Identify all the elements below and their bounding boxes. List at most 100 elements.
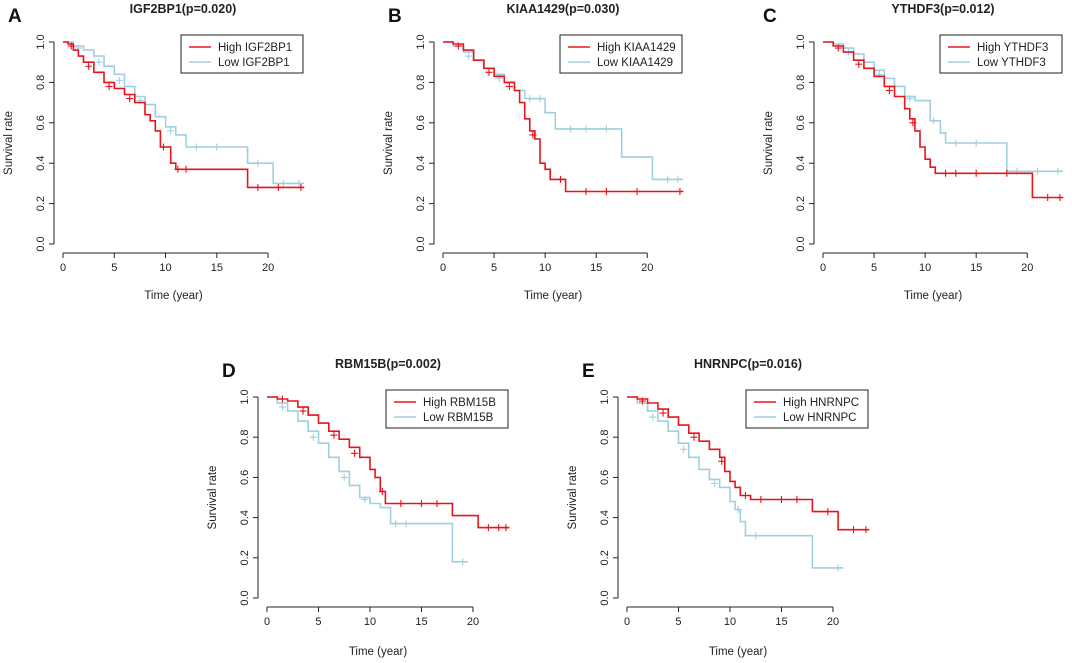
survival-curve-high bbox=[443, 41, 683, 193]
censor-mark-high bbox=[105, 82, 113, 90]
survival-curve-low bbox=[267, 396, 468, 563]
censor-mark-low bbox=[582, 125, 590, 133]
censor-mark-high bbox=[278, 395, 286, 403]
censor-mark-high bbox=[862, 526, 870, 534]
y-tick-label: 1.0 bbox=[35, 34, 47, 49]
x-tick-label: 20 bbox=[641, 262, 653, 274]
censor-mark-low bbox=[711, 479, 719, 487]
x-tick-label: 0 bbox=[820, 262, 826, 274]
censor-mark-high bbox=[824, 508, 832, 516]
x-tick-label: 5 bbox=[111, 262, 117, 274]
x-tick-label: 20 bbox=[1021, 262, 1033, 274]
censor-mark-low bbox=[752, 532, 760, 540]
x-tick-label: 20 bbox=[467, 616, 479, 628]
censor-mark-low bbox=[906, 95, 914, 103]
censor-mark-high bbox=[556, 175, 564, 183]
y-tick-label: 0.8 bbox=[599, 430, 611, 445]
legend-box bbox=[385, 389, 509, 429]
x-axis-title: Time (year) bbox=[524, 290, 583, 302]
x-tick-label: 10 bbox=[724, 616, 736, 628]
legend-box bbox=[180, 34, 304, 74]
censor-mark-high bbox=[633, 187, 641, 195]
panel-c: C YTHDF3(p=0.012) 0 5 10 15 20 0.0 0.2 0.4 0.6 0.8 1… bbox=[763, 2, 1064, 302]
survival-curve-low bbox=[63, 41, 304, 185]
censor-mark-high bbox=[952, 169, 960, 177]
x-tick-label: 0 bbox=[264, 616, 270, 628]
censor-mark-high bbox=[834, 44, 842, 52]
x-tick-label: 0 bbox=[60, 262, 66, 274]
y-tick-label: 0.8 bbox=[35, 75, 47, 90]
x-tick-label: 15 bbox=[775, 616, 787, 628]
x-tick-label: 10 bbox=[159, 262, 171, 274]
panel-letter: A bbox=[8, 6, 22, 27]
survival-curve-low bbox=[627, 396, 844, 569]
censor-mark-high bbox=[505, 82, 513, 90]
survival-curve-high bbox=[627, 396, 869, 531]
y-tick-label: 0.6 bbox=[599, 470, 611, 485]
censor-mark-high bbox=[182, 165, 190, 173]
panel-e: E HNRNPC(p=0.016) 0 5 10 15 20 0.0 0.2 0.4 0.6 0.8 1… bbox=[567, 357, 870, 658]
y-tick-label: 0.8 bbox=[415, 75, 427, 90]
y-tick-label: 0.4 bbox=[599, 510, 611, 525]
censor-mark-high bbox=[330, 431, 338, 439]
y-tick-label: 0.4 bbox=[795, 156, 807, 171]
y-tick-label: 0.4 bbox=[415, 156, 427, 171]
y-tick-label: 1.0 bbox=[599, 389, 611, 404]
legend-label-low: Low YTHDF3 bbox=[977, 57, 1046, 69]
censor-mark-high bbox=[777, 496, 785, 504]
censor-mark-high bbox=[126, 95, 134, 103]
censor-mark-high bbox=[433, 500, 441, 508]
y-tick-label: 1.0 bbox=[415, 34, 427, 49]
censor-mark-high bbox=[942, 169, 950, 177]
censor-mark-low bbox=[213, 143, 221, 151]
y-tick-label: 0.2 bbox=[599, 550, 611, 565]
censor-mark-high bbox=[659, 409, 667, 417]
censor-mark-low bbox=[192, 143, 200, 151]
censor-mark-low bbox=[309, 433, 317, 441]
y-tick-label: 0.0 bbox=[599, 590, 611, 605]
survival-curve-high bbox=[823, 41, 1063, 199]
panel-letter: B bbox=[388, 6, 402, 27]
censor-mark-low bbox=[279, 179, 287, 187]
censor-mark-low bbox=[972, 139, 980, 147]
y-tick-label: 1.0 bbox=[795, 34, 807, 49]
x-tick-label: 5 bbox=[491, 262, 497, 274]
x-tick-label: 15 bbox=[415, 616, 427, 628]
x-tick-label: 5 bbox=[315, 616, 321, 628]
censor-mark-high bbox=[855, 60, 863, 68]
censor-mark-high bbox=[676, 187, 684, 195]
censor-mark-high bbox=[397, 500, 405, 508]
censor-mark-high bbox=[529, 131, 537, 139]
legend-label-high: High KIAA1429 bbox=[597, 42, 676, 54]
censor-mark-low bbox=[459, 558, 467, 566]
legend-box bbox=[559, 34, 683, 74]
x-axis-title: Time (year) bbox=[904, 290, 963, 302]
censor-mark-low bbox=[649, 413, 657, 421]
legend-label-high: High HNRNPC bbox=[783, 397, 859, 409]
x-axis-title: Time (year) bbox=[709, 646, 768, 658]
legend-label-low: Low IGF2BP1 bbox=[218, 57, 290, 69]
y-tick-label: 0.4 bbox=[239, 510, 251, 525]
survival-curve-high bbox=[63, 41, 304, 189]
censor-mark-high bbox=[417, 500, 425, 508]
panel-a: A IGF2BP1(p=0.020) 0 5 10 15 20 0.0 0.2 0.4 0.6 0.8… bbox=[3, 2, 305, 302]
censor-mark-low bbox=[340, 473, 348, 481]
x-tick-label: 20 bbox=[827, 616, 839, 628]
censor-mark-high bbox=[1003, 169, 1011, 177]
x-tick-label: 15 bbox=[970, 262, 982, 274]
survival-curve-high bbox=[267, 396, 509, 529]
y-tick-label: 0.2 bbox=[239, 550, 251, 565]
censor-mark-low bbox=[526, 95, 534, 103]
x-tick-label: 5 bbox=[871, 262, 877, 274]
censor-mark-high bbox=[299, 407, 307, 415]
censor-mark-high bbox=[909, 119, 917, 127]
censor-mark-low bbox=[392, 520, 400, 528]
censor-mark-high bbox=[351, 449, 359, 457]
panel-letter: D bbox=[222, 361, 236, 382]
y-tick-label: 0.0 bbox=[795, 236, 807, 251]
censor-mark-high bbox=[1044, 194, 1052, 202]
censor-mark-high bbox=[690, 433, 698, 441]
censor-mark-high bbox=[972, 169, 980, 177]
censor-mark-low bbox=[1054, 167, 1062, 175]
y-axis-title: Survival rate bbox=[3, 111, 15, 175]
